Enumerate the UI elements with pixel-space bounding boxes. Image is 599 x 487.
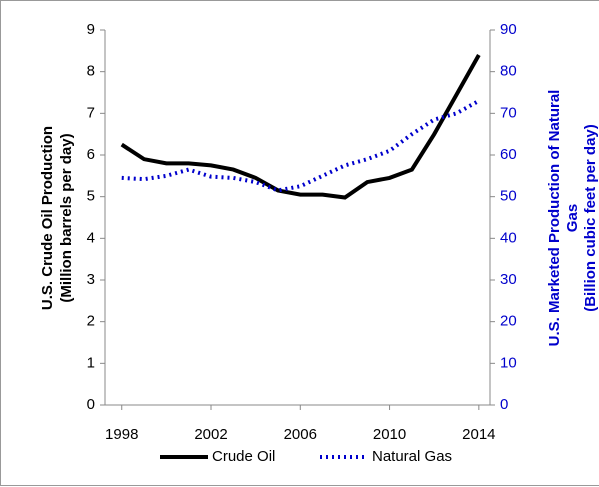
x-tick-label: 2006: [284, 426, 317, 443]
y2-tick-label: 70: [500, 104, 517, 121]
y-tick-label: 8: [87, 63, 95, 80]
y2-tick-label: 50: [500, 188, 517, 205]
y-tick-label: 0: [87, 396, 95, 413]
y2-tick-label: 40: [500, 229, 517, 246]
y2-tick-label: 90: [500, 21, 517, 38]
y2-tick-label: 10: [500, 354, 517, 371]
x-tick-label: 1998: [105, 426, 138, 443]
y-axis-label: U.S. Crude Oil Production: [39, 126, 56, 310]
y2-axis-label: (Billion cubic feet per day): [582, 124, 599, 312]
y2-tick-label: 60: [500, 146, 517, 163]
y-tick-label: 1: [87, 354, 95, 371]
y-tick-label: 2: [87, 313, 95, 330]
y-tick-label: 9: [87, 21, 95, 38]
legend-label: Natural Gas: [372, 448, 452, 465]
legend-label: Crude Oil: [212, 448, 275, 465]
y2-axis-label: U.S. Marketed Production of Natural: [546, 90, 563, 347]
y2-tick-label: 20: [500, 313, 517, 330]
y-tick-label: 3: [87, 271, 95, 288]
x-tick-label: 2010: [373, 426, 406, 443]
y-tick-label: 5: [87, 188, 95, 205]
series-line: [120, 54, 481, 200]
x-tick-label: 2014: [462, 426, 495, 443]
y2-tick-label: 80: [500, 63, 517, 80]
y2-tick-label: 0: [500, 396, 508, 413]
series-line: [121, 99, 480, 193]
y2-tick-label: 30: [500, 271, 517, 288]
y-tick-label: 4: [87, 229, 95, 246]
y-tick-label: 7: [87, 104, 95, 121]
x-tick-label: 2002: [194, 426, 227, 443]
y-tick-label: 6: [87, 146, 95, 163]
y-axis-label: (Million barrels per day): [58, 133, 75, 302]
y2-axis-label: Gas: [564, 204, 581, 232]
